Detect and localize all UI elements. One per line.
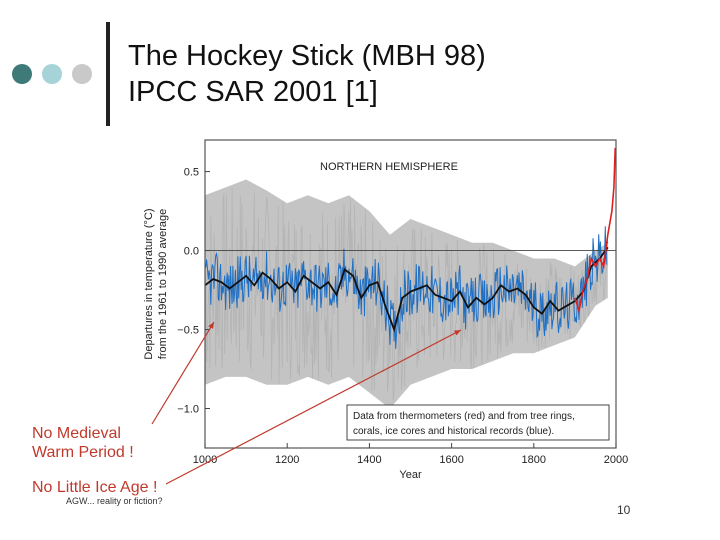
decorative-dots: [12, 64, 92, 86]
arrowhead-little-ice-age: [454, 330, 461, 336]
dot-dark-teal: [12, 64, 32, 84]
footer-text: AGW... reality or fiction?: [66, 496, 163, 506]
y-axis-label-line2: from the 1961 to 1990 average: [157, 209, 169, 359]
y-tick-label-1: 0.0: [184, 246, 199, 258]
x-tick-label-1800: 1800: [522, 454, 546, 466]
slide-title-line2: IPCC SAR 2001 [1]: [128, 76, 378, 108]
x-tick-label-1400: 1400: [357, 454, 381, 466]
smoothed-series-black: [204, 246, 609, 333]
y-tick-label-3: −1.0: [177, 404, 199, 416]
legend-box: [346, 404, 610, 441]
note-medieval-line1: No Medieval: [32, 425, 121, 442]
plot-frame: [204, 139, 617, 449]
note-medieval-line2: Warm Period !: [32, 444, 134, 461]
y-tick-label-2: −0.5: [177, 325, 199, 337]
x-tick-label-1600: 1600: [439, 454, 463, 466]
x-tick-label-1200: 1200: [275, 454, 299, 466]
slide-title-line1: The Hockey Stick (MBH 98): [128, 40, 486, 72]
note-medieval-warm-period: No Medieval Warm Period !: [32, 424, 134, 462]
arrow-little-ice-age: [165, 329, 462, 485]
dot-light-teal: [42, 64, 62, 84]
y-axis-label-line1: Departures in temperature (°C): [143, 208, 155, 359]
arrowhead-medieval: [208, 322, 214, 329]
note-little-ice-age: No Little Ice Age !: [32, 479, 158, 496]
legend-line1: Data from thermometers (red) and from tr…: [353, 411, 575, 422]
y-tick-label-0: 0.5: [184, 167, 199, 179]
arrow-medieval: [151, 321, 215, 425]
page-number: 10: [617, 503, 631, 517]
thermometer-series-red: [574, 147, 616, 314]
dot-grey: [72, 64, 92, 84]
panel-title: NORTHERN HEMISPHERE: [320, 161, 458, 173]
x-tick-label-2000: 2000: [604, 454, 628, 466]
title-divider: [106, 22, 110, 126]
legend-line2: corals, ice cores and historical records…: [353, 426, 554, 437]
x-tick-label-1000: 1000: [193, 454, 217, 466]
proxy-series-blue: [204, 226, 609, 349]
slide-title: The Hockey Stick (MBH 98) IPCC SAR 2001 …: [128, 38, 486, 110]
x-axis-label: Year: [399, 469, 422, 481]
